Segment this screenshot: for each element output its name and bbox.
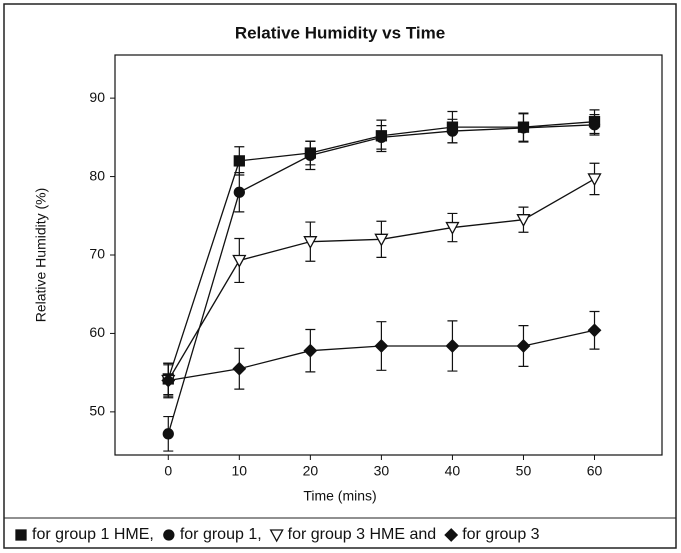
x-tick-label: 0 (164, 463, 172, 479)
x-tick-label: 60 (587, 463, 603, 479)
x-tick-label: 30 (374, 463, 390, 479)
x-tick-label: 50 (516, 463, 532, 479)
data-point (162, 428, 174, 440)
data-point (303, 236, 318, 250)
y-tick-label: 80 (89, 167, 105, 183)
legend-symbol (444, 528, 459, 542)
y-tick-label: 50 (89, 403, 105, 419)
chart-title: Relative Humidity vs Time (235, 23, 445, 42)
x-tick-label: 40 (445, 463, 461, 479)
data-point (588, 119, 601, 131)
legend-label: for group 1, (180, 526, 262, 543)
data-point (445, 221, 460, 235)
legend-label: for group 3 HME and (288, 526, 437, 543)
data-point (587, 323, 602, 338)
data-point (374, 233, 389, 247)
data-point (445, 339, 460, 353)
legend-symbol (163, 529, 175, 541)
data-point (304, 149, 317, 162)
data-point (232, 254, 247, 268)
legend-label: for group 3 (462, 526, 539, 543)
plot-frame (114, 54, 663, 456)
y-tick-label: 60 (89, 324, 105, 340)
data-point (232, 361, 247, 376)
data-point (446, 125, 459, 137)
legend-symbol (15, 529, 27, 541)
data-point (161, 373, 176, 388)
y-tick-label: 90 (89, 89, 105, 105)
x-tick-label: 10 (232, 463, 248, 479)
series-line (167, 124, 595, 435)
data-point (517, 122, 530, 134)
y-tick-label: 70 (89, 246, 105, 262)
data-point (233, 155, 245, 167)
y-axis-label: Relative Humidity (%) (33, 188, 49, 323)
data-point (303, 343, 318, 358)
data-point (375, 131, 388, 144)
outer-frame (3, 3, 677, 549)
legend-label: for group 1 HME, (32, 526, 154, 543)
data-point (516, 214, 531, 228)
data-point (587, 173, 602, 187)
legend-symbol (269, 529, 284, 543)
data-point (516, 339, 531, 353)
data-point (374, 339, 389, 353)
data-point (233, 186, 245, 198)
x-axis-label: Time (mins) (303, 488, 376, 504)
x-tick-label: 20 (303, 463, 319, 479)
